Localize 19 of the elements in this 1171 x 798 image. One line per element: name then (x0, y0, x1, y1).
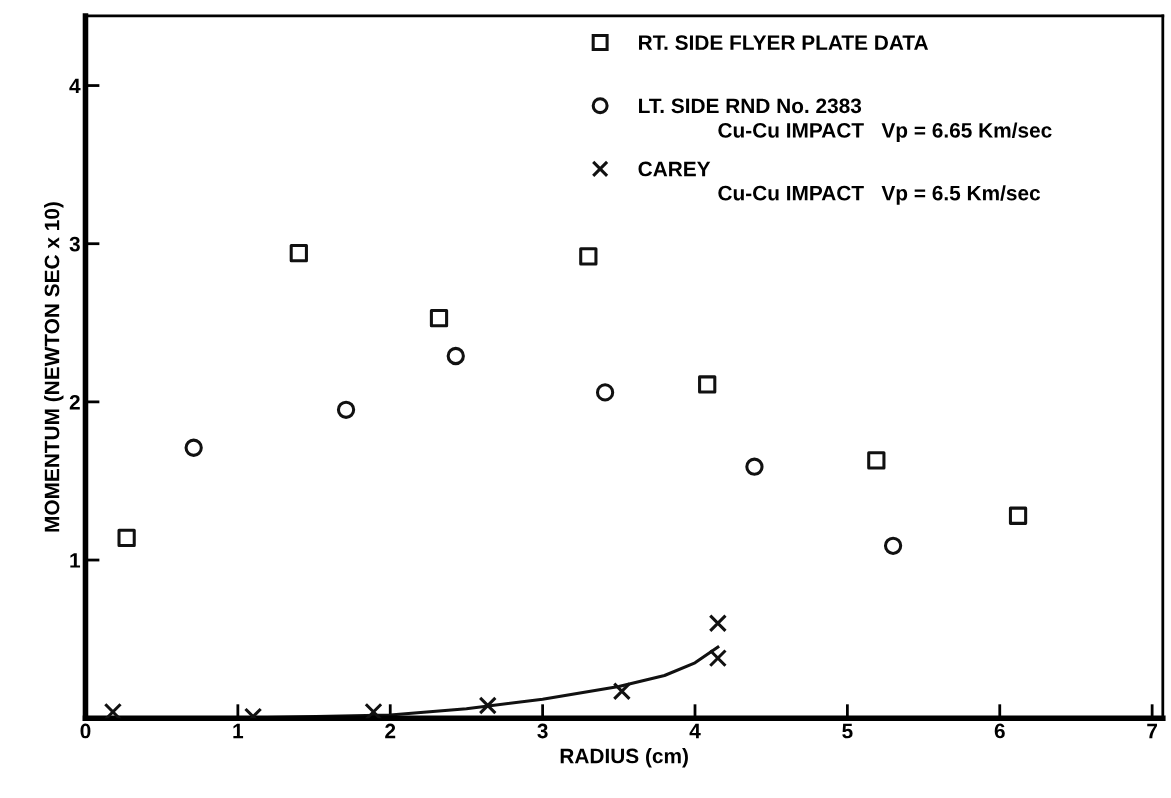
y-tick-label: 3 (69, 236, 80, 252)
x-tick-label: 0 (80, 723, 91, 739)
legend-label: CAREY (638, 161, 711, 177)
y-axis-title: MOMENTUM (NEWTON SEC x 10) (44, 202, 64, 532)
x-tick-label: 4 (689, 723, 701, 739)
x-tick-label: 6 (994, 723, 1005, 739)
x-tick-label: 5 (842, 723, 853, 739)
annotation: Cu-Cu IMPACT Vp = 6.65 Km/sec (718, 122, 1052, 142)
x-tick-label: 3 (537, 723, 548, 739)
x-tick-label: 7 (1147, 723, 1158, 739)
y-tick-label: 4 (69, 78, 81, 94)
legend-label: RT. SIDE FLYER PLATE DATA (639, 35, 929, 51)
y-tick-label: 1 (70, 553, 81, 568)
x-tick-label: 2 (385, 723, 396, 739)
legend-label: LT. SIDE RND No. 2383 (639, 98, 862, 114)
x-axis-title: RADIUS (cm) (560, 748, 688, 768)
x-tick-label: 1 (233, 723, 244, 739)
y-tick-label: 2 (69, 394, 80, 410)
annotation: Cu-Cu IMPACT Vp = 6.5 Km/sec (718, 185, 1041, 205)
